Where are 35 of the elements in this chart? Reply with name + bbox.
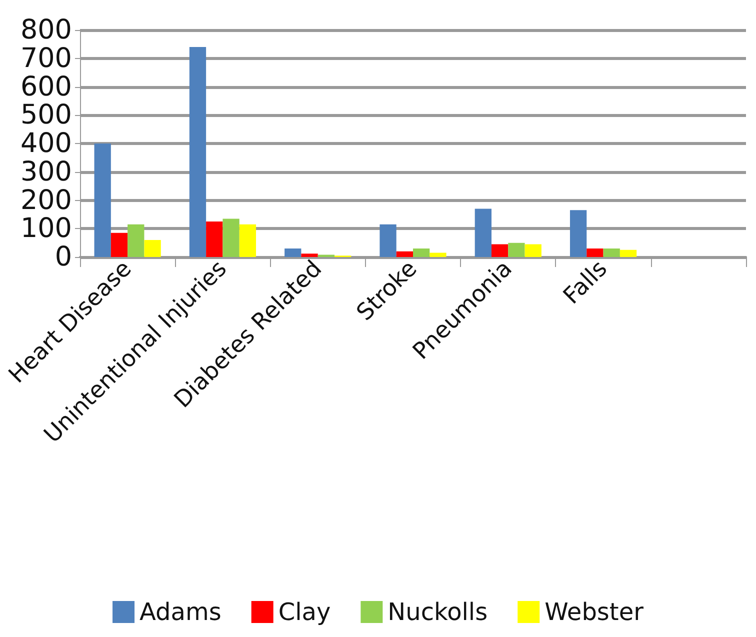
bar <box>570 210 587 257</box>
bar <box>491 244 508 257</box>
legend-label: Clay <box>278 598 331 626</box>
bar <box>413 248 430 257</box>
bar <box>474 208 492 257</box>
y-tick-label: 700 <box>20 42 72 74</box>
bar <box>586 248 604 257</box>
bar <box>128 224 144 257</box>
legend-label: Adams <box>140 598 222 626</box>
y-tick-label: 200 <box>20 184 72 216</box>
y-tick-label: 600 <box>20 71 72 102</box>
bar <box>603 248 620 257</box>
y-tick-label: 800 <box>20 14 72 46</box>
bar <box>189 47 206 257</box>
bar <box>396 251 413 257</box>
y-tick-label: 500 <box>20 100 72 131</box>
bar <box>206 222 223 257</box>
bar <box>301 254 318 257</box>
bar <box>380 224 396 257</box>
bar <box>222 218 240 257</box>
bar <box>239 224 256 257</box>
legend-label: Nuckolls <box>388 598 488 626</box>
y-tick-label: 0 <box>54 242 72 272</box>
y-tick-label: 400 <box>20 128 72 159</box>
bar <box>508 242 525 257</box>
y-tick-label: 100 <box>20 213 72 244</box>
bar <box>110 232 128 257</box>
bar <box>144 240 161 257</box>
legend-label: Webster <box>544 598 644 626</box>
bar <box>94 144 111 257</box>
bar <box>620 250 637 257</box>
bar <box>284 248 302 257</box>
bar <box>430 252 446 257</box>
bar <box>524 244 542 257</box>
y-tick-label: 300 <box>20 156 72 188</box>
